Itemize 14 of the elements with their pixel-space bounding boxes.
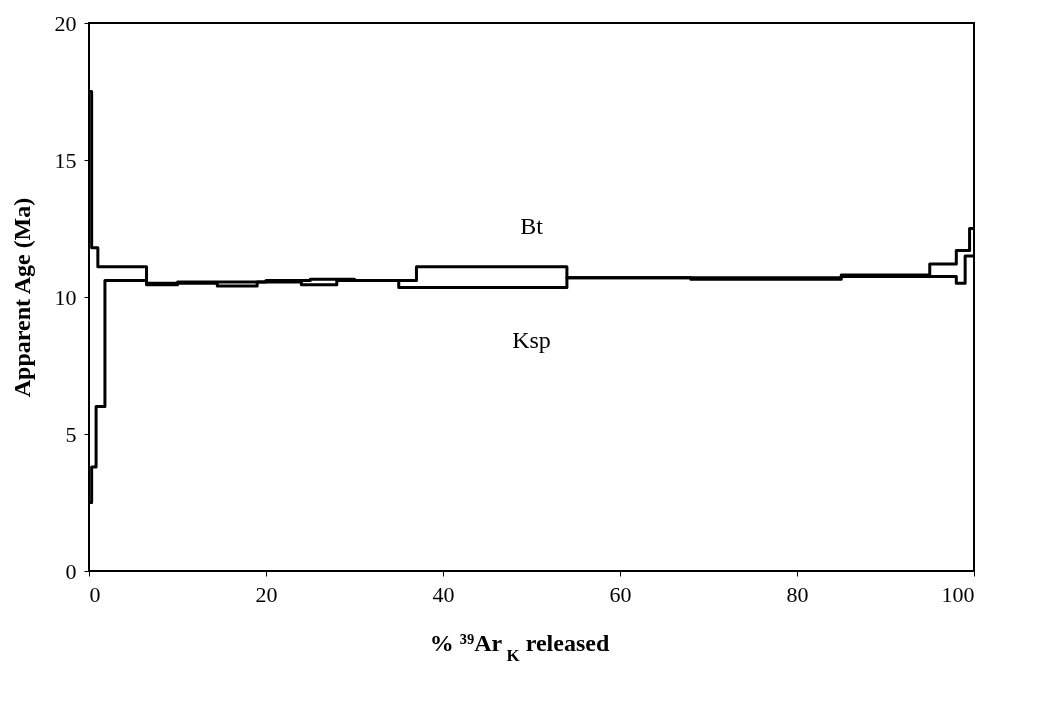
x-tick-label: 80 <box>786 581 809 607</box>
x-tick-label: 60 <box>609 581 632 607</box>
x-tick-label: 20 <box>255 581 278 607</box>
y-tick-label: 15 <box>54 147 77 173</box>
y-axis-title: Apparent Age (Ma) <box>8 197 35 398</box>
y-tick-label: 20 <box>54 10 77 36</box>
y-tick-label: 0 <box>65 558 77 584</box>
series-label: Bt <box>520 213 544 240</box>
y-tick-label: 5 <box>65 421 77 447</box>
x-tick-label: 0 <box>89 581 101 607</box>
x-tick-label: 100 <box>941 581 975 607</box>
x-tick-label: 40 <box>432 581 455 607</box>
y-tick-label: 10 <box>54 284 77 310</box>
series-label: Ksp <box>512 327 551 354</box>
